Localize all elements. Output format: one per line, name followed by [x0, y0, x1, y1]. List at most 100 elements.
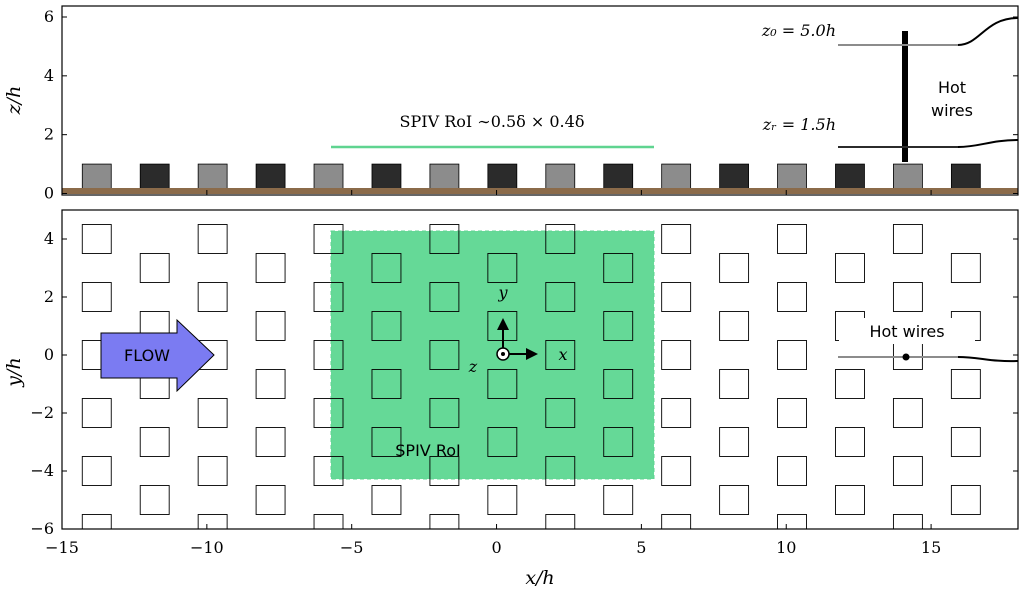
- tick-label: −4: [30, 461, 54, 480]
- roughness-element-plan: [661, 398, 692, 428]
- roughness-element-plan: [603, 485, 634, 515]
- roughness-element-plan: [892, 514, 923, 529]
- y-arrowhead: [497, 318, 509, 330]
- roughness-element-plan: [255, 427, 286, 457]
- roughness-element-plan: [545, 514, 576, 529]
- roughness-element-plan: [487, 253, 518, 283]
- roughness-element-plan: [371, 369, 402, 399]
- tick-label: 5: [636, 538, 646, 557]
- hot-wires-plan-label: Hot wires: [869, 322, 944, 341]
- roughness-element-plan: [487, 485, 518, 515]
- roughness-element-plan: [313, 514, 344, 529]
- roughness-element-plan: [313, 282, 344, 312]
- roughness-element-plan: [429, 224, 460, 254]
- roughness-element-plan: [777, 456, 807, 486]
- hot-wire-stem: [902, 31, 908, 162]
- roughness-element-plan: [429, 456, 460, 486]
- tick-label: −6: [30, 519, 54, 538]
- roughness-element-plan: [197, 398, 228, 428]
- roughness-element-plan: [835, 253, 865, 283]
- roughness-element-plan: [371, 485, 402, 515]
- flow-label: FLOW: [124, 346, 170, 365]
- roughness-element-plan: [661, 456, 692, 486]
- spiv-roi-region-label: SPIV RoI: [395, 441, 460, 460]
- roughness-element-plan: [661, 224, 692, 254]
- roughness-element-plan: [255, 369, 286, 399]
- top-axes-frame: [61, 5, 1019, 196]
- tick-label: 2: [44, 125, 54, 144]
- roughness-element-plan: [81, 514, 112, 529]
- roughness-element-plan: [950, 427, 981, 457]
- roughness-element-plan: [719, 253, 750, 283]
- bottom-y-ticks: −6 −4 −2 0 2 4: [30, 229, 1018, 538]
- roughness-element-plan: [371, 311, 402, 341]
- roughness-element-plan: [81, 398, 112, 428]
- roughness-element-plan: [545, 398, 576, 428]
- tick-label: 10: [776, 538, 796, 557]
- tick-label: 2: [44, 287, 54, 306]
- roughness-element-plan: [139, 427, 170, 457]
- roughness-element-plan: [719, 485, 750, 515]
- roughness-element-plan: [950, 485, 981, 515]
- ground-strip: [62, 188, 1018, 194]
- coordinate-system: y x z: [468, 283, 568, 376]
- roughness-element-plan: [545, 456, 576, 486]
- hot-wire-upper-cable: [957, 17, 1019, 46]
- roughness-element-plan: [429, 398, 460, 428]
- roughness-element-plan: [892, 456, 923, 486]
- roughness-element-plan: [81, 456, 112, 486]
- roughness-element-plan: [139, 485, 170, 515]
- spiv-roi-label: SPIV RoI ∼0.5δ × 0.4δ: [400, 112, 585, 131]
- roughness-element-plan: [197, 514, 228, 529]
- roughness-element-plan: [892, 398, 923, 428]
- roughness-element-plan: [835, 485, 865, 515]
- roughness-element-plan: [719, 369, 750, 399]
- roughness-element-plan: [892, 224, 923, 254]
- roughness-element-plan: [777, 514, 807, 529]
- hot-wires-label-line1: Hot: [938, 78, 966, 97]
- tick-label: 15: [921, 538, 941, 557]
- roughness-element-plan: [429, 340, 460, 370]
- roughness-element-plan: [139, 253, 170, 283]
- spiv-roi-region: [330, 230, 655, 480]
- roughness-element-plan: [545, 340, 576, 370]
- z-axis-dot: [501, 352, 505, 356]
- tick-label: 6: [44, 7, 54, 26]
- roughness-element-plan: [892, 282, 923, 312]
- roughness-element-plan: [313, 340, 344, 370]
- roughness-element-plan: [313, 224, 344, 254]
- x-arrowhead: [526, 348, 538, 360]
- roughness-element-plan: [719, 311, 750, 341]
- roughness-element-plan: [313, 398, 344, 428]
- roughness-element-plan: [719, 427, 750, 457]
- roughness-element-plan: [777, 398, 807, 428]
- roughness-element-plan: [545, 224, 576, 254]
- bottom-x-ticks: −15 −10 −5 0 5 10 15: [45, 190, 941, 557]
- roughness-element-plan: [487, 427, 518, 457]
- zr-label: zᵣ = 1.5h: [762, 115, 836, 134]
- tick-label: 0: [44, 184, 54, 203]
- roughness-element-plan: [197, 282, 228, 312]
- roughness-element-plan: [835, 427, 865, 457]
- hot-wire-plan-cable: [957, 356, 1019, 363]
- top-panel: SPIV RoI ∼0.5δ × 0.4δ z₀ = 5.0h zᵣ = 1.5…: [3, 5, 1019, 203]
- tick-label: 4: [44, 229, 54, 248]
- roughness-element-plan: [429, 514, 460, 529]
- coord-y-label: y: [497, 283, 508, 302]
- roughness-plan: [81, 224, 981, 529]
- tick-label: 4: [44, 66, 54, 85]
- roughness-element-plan: [255, 311, 286, 341]
- roughness-element-plan: [950, 253, 981, 283]
- roughness-element-plan: [603, 311, 634, 341]
- roughness-element-plan: [661, 514, 692, 529]
- roughness-element-plan: [81, 282, 112, 312]
- roughness-element-plan: [603, 253, 634, 283]
- bottom-y-axis-label: y/h: [3, 357, 25, 387]
- bottom-panel: SPIV RoI FLOW y x z Hot wires −6−4−2024 …: [3, 190, 1019, 589]
- top-y-ticks: 0 2 4 6: [44, 7, 1018, 203]
- tick-label: −10: [190, 538, 224, 557]
- roughness-element-plan: [487, 369, 518, 399]
- roughness-element-plan: [81, 224, 112, 254]
- tick-label: −15: [45, 538, 79, 557]
